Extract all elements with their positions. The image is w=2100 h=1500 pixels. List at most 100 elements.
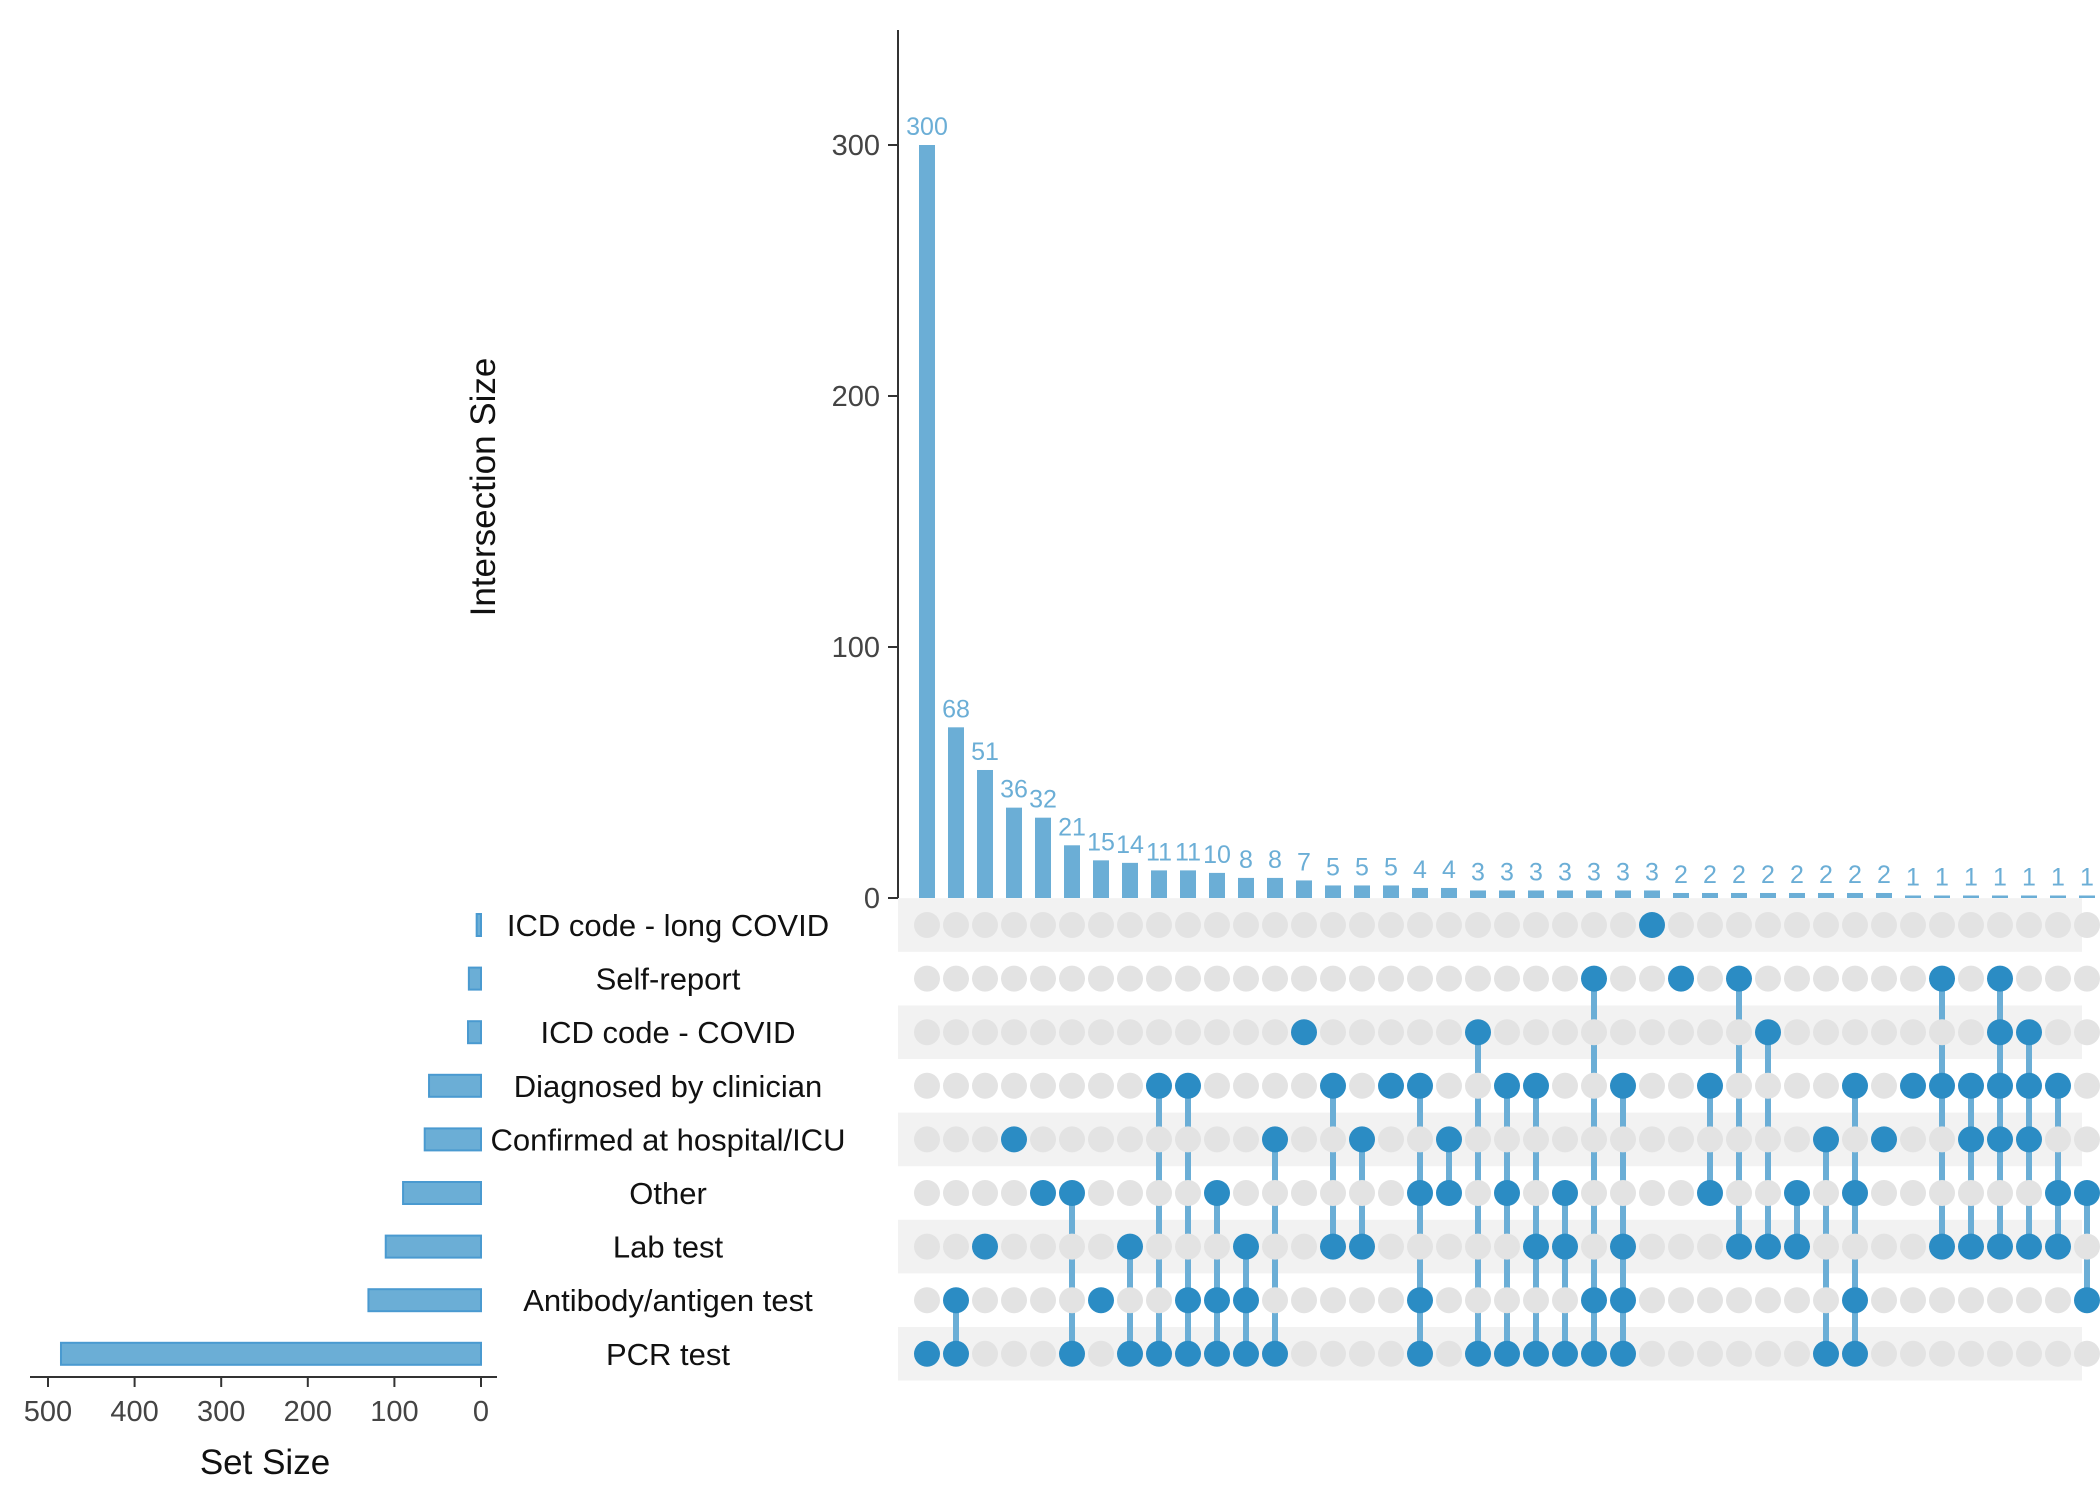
matrix-dot-inactive <box>1204 1019 1230 1046</box>
intersection-bar-label: 15 <box>1087 828 1115 856</box>
matrix-dot-inactive <box>1175 1126 1201 1153</box>
matrix-dot-inactive <box>1291 1233 1317 1260</box>
matrix-dot-active <box>1465 1019 1491 1046</box>
matrix-dot-active <box>1436 1180 1462 1206</box>
matrix-dot-inactive <box>1146 1233 1172 1260</box>
matrix-dot-active <box>1088 1287 1114 1314</box>
matrix-dot-inactive <box>1639 1340 1665 1367</box>
matrix-dot-inactive <box>1001 1072 1027 1099</box>
matrix-dot-inactive <box>1668 1287 1694 1314</box>
matrix-dot-active <box>2045 1180 2071 1206</box>
matrix-dot-inactive <box>1291 1072 1317 1099</box>
matrix-dot-inactive <box>1407 1019 1433 1046</box>
intersection-bar-label: 2 <box>1703 861 1717 889</box>
intersection-bar-label: 3 <box>1471 858 1485 886</box>
matrix-dot-inactive <box>1088 1340 1114 1367</box>
matrix-dot-inactive <box>1001 1287 1027 1314</box>
matrix-dot-inactive <box>1871 1072 1897 1099</box>
matrix-dot-active <box>1262 1126 1288 1153</box>
matrix-dot-active <box>1813 1126 1839 1153</box>
matrix-dot-inactive <box>1755 1072 1781 1099</box>
matrix-dot-inactive <box>1755 965 1781 992</box>
matrix-dot-active <box>1784 1180 1810 1206</box>
matrix-dot-inactive <box>1610 912 1636 938</box>
matrix-dot-active <box>2016 1233 2042 1260</box>
matrix-dot-inactive <box>2045 1019 2071 1046</box>
matrix-dot-inactive <box>1900 965 1926 992</box>
matrix-dot-active <box>1929 1233 1955 1260</box>
matrix-dot-inactive <box>1465 912 1491 938</box>
matrix-dot-inactive <box>2045 1340 2071 1367</box>
matrix-dot-inactive <box>1726 1340 1752 1367</box>
matrix-dot-active <box>1146 1340 1172 1367</box>
matrix-dot-inactive <box>1378 1340 1404 1367</box>
matrix-column <box>1146 912 1172 1367</box>
matrix-dot-active <box>1610 1340 1636 1367</box>
intersection-bar-label: 1 <box>2051 863 2065 891</box>
matrix-column <box>1552 912 1578 1367</box>
matrix-dot-active <box>1494 1072 1520 1099</box>
matrix-column <box>1117 912 1143 1367</box>
matrix-dot-inactive <box>1842 965 1868 992</box>
matrix-dot-inactive <box>1001 912 1027 938</box>
set-size-axis: 500 400 300 200 100 0 <box>24 1376 497 1428</box>
matrix-dot-active <box>1436 1126 1462 1153</box>
matrix-dot-inactive <box>1001 1340 1027 1367</box>
matrix-dot-inactive <box>972 1287 998 1314</box>
matrix-dot-inactive <box>1407 912 1433 938</box>
intersection-bar <box>2079 895 2095 898</box>
intersection-bar <box>1963 895 1979 898</box>
intersection-bar <box>919 145 935 898</box>
matrix-dot-inactive <box>1146 1287 1172 1314</box>
matrix-dot-active <box>1030 1180 1056 1206</box>
matrix-dot-inactive <box>1929 1019 1955 1046</box>
matrix-dot-inactive <box>1378 1019 1404 1046</box>
matrix-dot-inactive <box>1175 1019 1201 1046</box>
matrix-dot-inactive <box>1233 912 1259 938</box>
matrix-dot-inactive <box>914 1126 940 1153</box>
matrix-dot-active <box>1233 1287 1259 1314</box>
matrix-column <box>1291 912 1317 1367</box>
matrix-dot-inactive <box>1349 1072 1375 1099</box>
matrix-dot-inactive <box>1929 912 1955 938</box>
matrix-dot-active <box>1204 1340 1230 1367</box>
matrix-dot-inactive <box>1987 1340 2013 1367</box>
matrix-dot-inactive <box>1001 965 1027 992</box>
matrix-dot-inactive <box>1900 1287 1926 1314</box>
intersection-bar <box>948 727 964 898</box>
intersection-bar-label: 2 <box>1732 861 1746 889</box>
matrix-dot-inactive <box>1146 1019 1172 1046</box>
matrix-dot-inactive <box>1958 1287 1984 1314</box>
intersection-bar-label: 1 <box>1906 863 1920 891</box>
matrix-dot-inactive <box>1320 1340 1346 1367</box>
membership-matrix <box>914 912 2100 1367</box>
matrix-dot-active <box>2016 1019 2042 1046</box>
matrix-column <box>1958 912 1984 1367</box>
matrix-dot-inactive <box>914 912 940 938</box>
intersection-bar-label: 300 <box>906 113 948 141</box>
matrix-dot-inactive <box>1378 1126 1404 1153</box>
matrix-dot-inactive <box>914 1072 940 1099</box>
intersection-bar-label: 11 <box>1175 838 1201 866</box>
matrix-dot-inactive <box>1262 1180 1288 1206</box>
matrix-dot-active <box>1987 1019 2013 1046</box>
intersection-bar <box>1470 890 1486 898</box>
matrix-dot-active <box>1987 965 2013 992</box>
matrix-dot-inactive <box>972 1340 998 1367</box>
matrix-dot-active <box>1639 912 1665 938</box>
matrix-column <box>1320 912 1346 1367</box>
intersection-bar-label: 2 <box>1674 861 1688 889</box>
set-label: ICD code - long COVID <box>507 908 829 943</box>
matrix-dot-active <box>1958 1233 1984 1260</box>
matrix-dot-inactive <box>1929 1126 1955 1153</box>
matrix-dot-inactive <box>1929 1180 1955 1206</box>
matrix-dot-inactive <box>1900 1233 1926 1260</box>
matrix-dot-inactive <box>1378 1233 1404 1260</box>
matrix-dot-inactive <box>1900 1180 1926 1206</box>
matrix-dot-active <box>1494 1180 1520 1206</box>
intersection-bar <box>1412 887 1428 898</box>
matrix-dot-inactive <box>1755 1287 1781 1314</box>
matrix-dot-inactive <box>1581 1072 1607 1099</box>
matrix-dot-inactive <box>1668 1072 1694 1099</box>
set-size-bar <box>467 966 483 991</box>
